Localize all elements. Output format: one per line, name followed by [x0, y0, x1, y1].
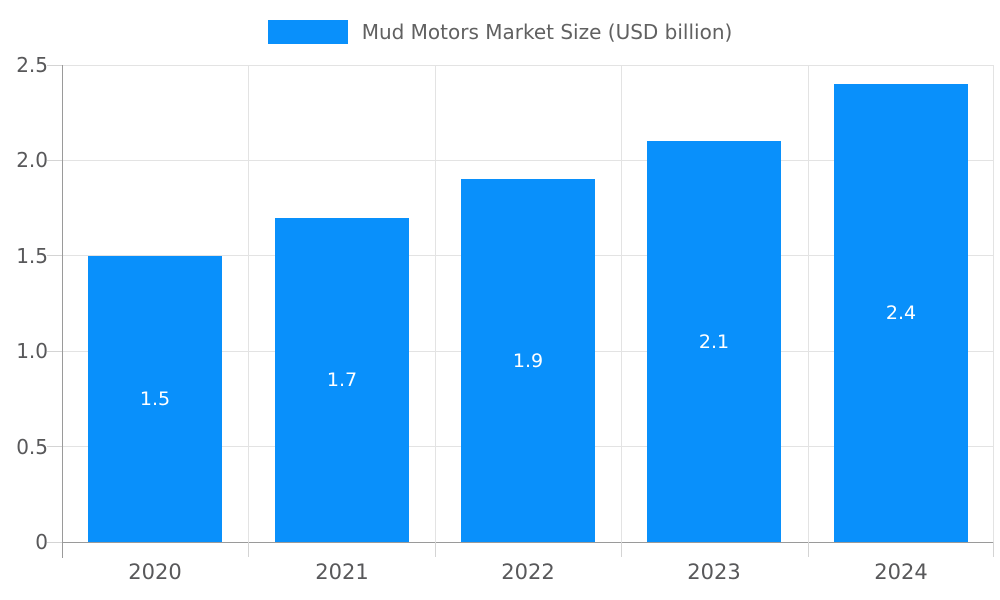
- y-axis-tick: [47, 541, 62, 543]
- y-tick-label: 0: [35, 530, 48, 554]
- y-tick-label: 1.0: [16, 339, 48, 364]
- x-tick-label: 2022: [501, 560, 555, 584]
- x-gridline: [620, 65, 622, 542]
- x-tick-label: 2023: [687, 560, 741, 584]
- x-axis-tick: [61, 542, 63, 557]
- y-tick-label: 0.5: [16, 434, 48, 459]
- bar-value-label: 2.4: [885, 302, 917, 324]
- y-axis-tick: [47, 446, 62, 448]
- y-gridline: [62, 64, 994, 66]
- bar-2022: [461, 179, 595, 542]
- x-tick-label: 2020: [128, 560, 182, 584]
- x-axis-tick: [992, 542, 994, 557]
- bar-2020: [88, 256, 222, 542]
- x-gridline: [247, 65, 249, 542]
- bar-2021: [275, 218, 409, 542]
- legend-label: Mud Motors Market Size (USD billion): [361, 20, 733, 44]
- x-gridline: [807, 65, 809, 542]
- bar-value-label: 1.5: [139, 388, 171, 410]
- bar-value-label: 1.9: [512, 350, 544, 372]
- x-axis-line: [62, 542, 994, 543]
- x-axis-tick: [620, 542, 622, 557]
- bar-value-label: 1.7: [326, 369, 358, 391]
- y-axis-tick: [47, 255, 62, 257]
- y-tick-label: 2.5: [16, 53, 48, 77]
- y-axis-tick: [47, 350, 62, 352]
- x-axis-tick: [434, 542, 436, 557]
- y-tick-label: 2.0: [16, 148, 48, 173]
- y-gridline: [62, 159, 994, 161]
- x-gridline: [434, 65, 436, 542]
- bar-value-label: 2.1: [698, 331, 730, 353]
- y-axis-line: [62, 65, 63, 558]
- y-tick-label: 1.5: [16, 243, 48, 268]
- plot-area: 1.5 1.7 1.9 2.1 2.4: [62, 64, 994, 542]
- x-axis-tick: [807, 542, 809, 557]
- chart-legend: Mud Motors Market Size (USD billion): [0, 19, 1000, 45]
- bar-2023: [647, 141, 781, 542]
- x-tick-label: 2024: [874, 560, 928, 584]
- y-axis-tick: [47, 64, 62, 66]
- x-gridline: [992, 65, 994, 542]
- x-tick-label: 2021: [315, 560, 369, 584]
- y-axis-tick: [47, 159, 62, 161]
- legend-swatch: [267, 20, 348, 44]
- x-axis-tick: [247, 542, 249, 557]
- bar-2024: [834, 84, 968, 542]
